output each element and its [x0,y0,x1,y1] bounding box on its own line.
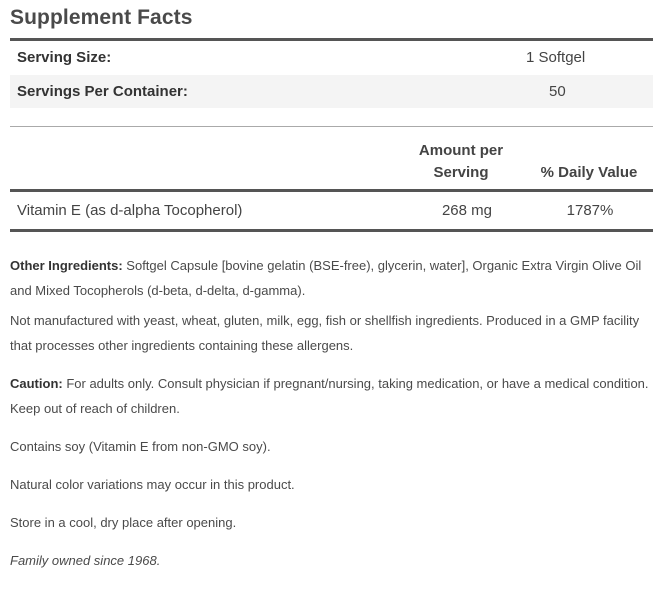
servings-per-container-row: Servings Per Container: 50 [10,75,653,108]
serving-size-label: Serving Size: [17,49,112,66]
color-note: Natural color variations may occur in th… [10,477,295,492]
other-ingredients-label: Other Ingredients: [10,258,123,273]
caution-label: Caution: [10,376,63,391]
divider-header [10,189,653,192]
caution-text: For adults only. Consult physician if pr… [10,376,649,416]
page-title: Supplement Facts [10,6,193,29]
family-note: Family owned since 1968. [10,553,161,568]
amount-per-serving-header: Amount per Serving [402,140,520,184]
allergen-paragraph: Not manufactured with yeast, wheat, glut… [10,313,640,353]
nutrient-name: Vitamin E (as d-alpha Tocopherol) [17,202,243,219]
divider-top [10,38,653,41]
serving-size-row: Serving Size: 1 Softgel [10,41,653,74]
divider-thin [10,126,653,127]
nutrient-amount: 268 mg [441,202,493,219]
caution-paragraph: Caution: For adults only. Consult physic… [10,371,660,421]
daily-value-header: % Daily Value [540,164,638,181]
other-ingredients-text: Softgel Capsule [bovine gelatin (BSE-fre… [10,258,642,298]
serving-size-value: 1 Softgel [526,49,586,66]
soy-note: Contains soy (Vitamin E from non-GMO soy… [10,439,271,454]
amount-header-line1: Amount per [418,142,504,159]
divider-bottom [10,229,653,232]
other-ingredients-paragraph: Other Ingredients: Softgel Capsule [bovi… [10,253,660,303]
storage-note: Store in a cool, dry place after opening… [10,515,237,530]
servings-per-container-value: 50 [549,83,566,100]
nutrient-daily-value: 1787% [566,202,614,219]
amount-header-line2: Serving [433,164,489,181]
nutrient-row: Vitamin E (as d-alpha Tocopherol) 268 mg… [10,194,653,228]
servings-per-container-label: Servings Per Container: [17,83,188,100]
